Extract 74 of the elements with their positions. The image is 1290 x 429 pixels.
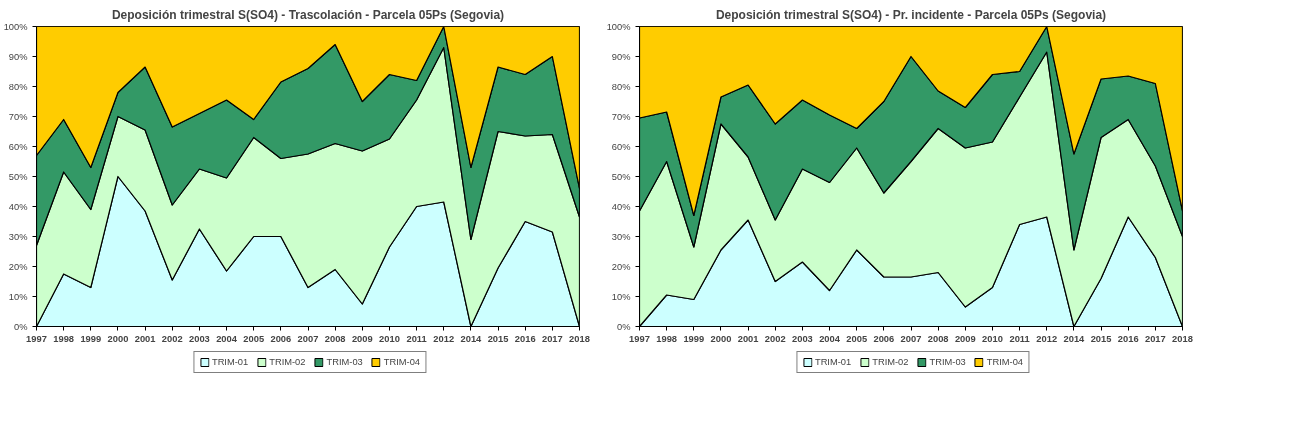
legend-label: TRIM-03 <box>929 357 966 367</box>
x-tick-label: 2004 <box>216 333 238 344</box>
legend-label: TRIM-02 <box>269 357 306 367</box>
legend-label: TRIM-04 <box>383 357 421 367</box>
x-tick-label: 2010 <box>982 333 1003 344</box>
x-tick-label: 2017 <box>541 333 563 344</box>
legend-label: TRIM-01 <box>814 357 852 367</box>
y-tick-label: 100% <box>3 21 28 32</box>
x-tick-label: 2000 <box>710 333 732 344</box>
x-tick-label: 1998 <box>53 333 75 344</box>
y-tick-label: 100% <box>606 21 631 32</box>
y-tick-label: 30% <box>611 231 631 242</box>
y-tick-label: 20% <box>8 261 28 272</box>
x-tick-label: 2002 <box>764 333 786 344</box>
legend-label: TRIM-04 <box>986 357 1024 367</box>
x-tick-label: 2012 <box>433 333 455 344</box>
y-tick-label: 80% <box>611 81 631 92</box>
x-tick-label: 1999 <box>683 333 705 344</box>
x-tick-label: 2017 <box>1144 333 1166 344</box>
y-tick-label: 10% <box>611 291 631 302</box>
x-tick-label: 1999 <box>80 333 102 344</box>
x-tick-label: 2011 <box>406 333 427 344</box>
y-tick-label: 20% <box>611 261 631 272</box>
x-tick-label: 2010 <box>379 333 400 344</box>
y-tick-label: 70% <box>611 111 631 122</box>
x-tick-label: 2000 <box>107 333 129 344</box>
y-tick-label: 90% <box>611 51 631 62</box>
x-tick-label: 2001 <box>737 333 759 344</box>
y-tick-label: 80% <box>8 81 28 92</box>
chart-title: Deposición trimestral S(SO4) - Pr. incidente - Parcela 05Ps (Segovia) <box>715 7 1107 22</box>
x-tick-label: 2015 <box>487 333 509 344</box>
x-tick-label: 1997 <box>26 333 47 344</box>
y-tick-label: 0% <box>14 321 28 332</box>
x-tick-label: 2005 <box>846 333 868 344</box>
legend-label: TRIM-03 <box>326 357 363 367</box>
x-tick-label: 2003 <box>189 333 210 344</box>
y-tick-label: 50% <box>8 171 28 182</box>
y-tick-label: 70% <box>8 111 28 122</box>
x-tick-label: 2014 <box>460 333 483 344</box>
x-tick-label: 2002 <box>161 333 183 344</box>
chart-title: Deposición trimestral S(SO4) - Trascolación - Parcela 05Ps (Segovia) <box>111 7 505 22</box>
y-tick-label: 50% <box>611 171 631 182</box>
legend-label: TRIM-02 <box>872 357 909 367</box>
legend-label: TRIM-01 <box>211 357 249 367</box>
x-tick-label: 2011 <box>1009 333 1030 344</box>
x-tick-label: 2018 <box>569 333 590 344</box>
y-tick-label: 10% <box>8 291 28 302</box>
x-tick-label: 2009 <box>954 333 976 344</box>
x-tick-label: 1997 <box>629 333 650 344</box>
x-tick-label: 2007 <box>297 333 319 344</box>
x-tick-label: 2016 <box>1117 333 1139 344</box>
x-tick-label: 2001 <box>134 333 156 344</box>
x-tick-label: 2012 <box>1036 333 1058 344</box>
x-tick-label: 2009 <box>351 333 373 344</box>
x-tick-label: 2016 <box>514 333 536 344</box>
y-tick-label: 60% <box>611 141 631 152</box>
x-tick-label: 2005 <box>243 333 265 344</box>
x-tick-label: 1998 <box>656 333 678 344</box>
x-tick-label: 2014 <box>1063 333 1086 344</box>
x-tick-label: 2004 <box>819 333 841 344</box>
x-tick-label: 2008 <box>927 333 949 344</box>
y-tick-label: 30% <box>8 231 28 242</box>
y-tick-label: 90% <box>8 51 28 62</box>
y-tick-label: 60% <box>8 141 28 152</box>
x-tick-label: 2007 <box>900 333 922 344</box>
x-tick-label: 2008 <box>324 333 346 344</box>
y-tick-label: 40% <box>8 201 28 212</box>
x-tick-label: 2018 <box>1172 333 1193 344</box>
x-tick-label: 2003 <box>792 333 813 344</box>
x-tick-label: 2015 <box>1090 333 1112 344</box>
x-tick-label: 2006 <box>873 333 895 344</box>
y-tick-label: 40% <box>611 201 631 212</box>
y-tick-label: 0% <box>617 321 631 332</box>
x-tick-label: 2006 <box>270 333 292 344</box>
